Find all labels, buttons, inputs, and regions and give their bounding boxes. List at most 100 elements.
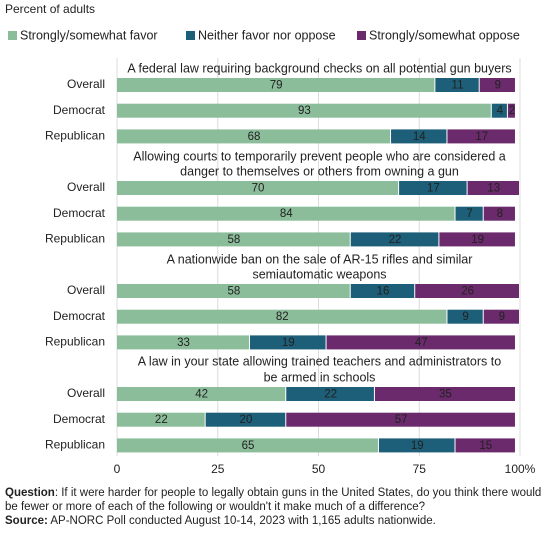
legend-swatch xyxy=(357,31,366,40)
bar-segment xyxy=(455,438,515,453)
value-label: 14 xyxy=(413,131,426,143)
bar-segment xyxy=(378,438,455,453)
source: AP-NORC Poll conducted August 10-14, 202… xyxy=(47,515,436,527)
y-category-label: Overall xyxy=(67,386,105,400)
value-label: 20 xyxy=(240,414,253,426)
value-label: 57 xyxy=(395,414,408,426)
value-label: 82 xyxy=(276,311,289,323)
bar-segment xyxy=(374,387,515,401)
bar-segment xyxy=(117,232,350,247)
bar-segment xyxy=(117,335,249,350)
bar-segment xyxy=(117,284,350,298)
value-label: 9 xyxy=(462,311,468,323)
bar-segment xyxy=(117,412,205,427)
value-label: 84 xyxy=(280,208,293,220)
bar-segment xyxy=(415,284,519,298)
value-label: 47 xyxy=(415,337,428,349)
source-label: Source: xyxy=(5,515,48,527)
y-category-label: Overall xyxy=(67,180,105,194)
bar-segment xyxy=(249,335,326,350)
value-label: 68 xyxy=(248,131,261,143)
bar-segment xyxy=(286,387,374,401)
bar-segment xyxy=(467,181,519,195)
value-label: 70 xyxy=(252,183,265,195)
question-label: Question xyxy=(5,487,55,499)
bar-segment xyxy=(205,412,286,427)
y-category-label: Republican xyxy=(45,335,105,349)
value-label: 22 xyxy=(389,234,402,246)
bar-segment xyxy=(117,129,391,144)
legend-swatch xyxy=(186,31,195,40)
panel-title: Allowing courts to temporarily prevent p… xyxy=(133,149,505,163)
value-label: 58 xyxy=(227,286,240,298)
y-category-label: Democrat xyxy=(53,206,106,220)
y-category-label: Democrat xyxy=(53,103,106,117)
bar-segment xyxy=(117,206,455,221)
y-category-label: Republican xyxy=(45,129,105,143)
bar-segment xyxy=(117,103,491,118)
value-label: 17 xyxy=(475,131,488,143)
legend-swatch xyxy=(8,31,17,40)
value-label: 9 xyxy=(499,311,505,323)
panel-title: A law in your state allowing trained tea… xyxy=(138,354,501,368)
value-label: 22 xyxy=(155,414,168,426)
y-category-label: Democrat xyxy=(53,309,106,323)
legend-label: Strongly/somewhat oppose xyxy=(369,28,520,42)
panel-title: danger to themselves or others from owni… xyxy=(180,164,459,178)
x-tick-label: 75 xyxy=(413,462,427,476)
value-label: 2 xyxy=(509,105,515,117)
bar-segment xyxy=(439,232,515,247)
legend-label: Neither favor nor oppose xyxy=(198,28,336,42)
chart: Percent of adults 0 25 50 75 100% Strongly/so… xyxy=(5,2,536,476)
value-label: 35 xyxy=(439,389,452,401)
value-label: 79 xyxy=(270,80,283,92)
bar-segment xyxy=(483,206,515,221)
bar-segment xyxy=(391,129,447,144)
value-label: 17 xyxy=(427,183,440,195)
bar-segment xyxy=(435,78,479,92)
x-tick-label: 25 xyxy=(211,462,225,476)
bar-segment xyxy=(117,438,378,453)
panel-title: be armed in schools xyxy=(264,370,376,384)
bar-segment xyxy=(479,78,515,92)
bar-segment xyxy=(483,309,519,324)
value-label: 26 xyxy=(461,286,474,298)
y-category-label: Republican xyxy=(45,232,105,246)
bar-segment xyxy=(455,206,483,221)
value-label: 16 xyxy=(377,286,390,298)
value-label: 22 xyxy=(324,389,337,401)
value-label: 19 xyxy=(411,440,424,452)
value-label: 65 xyxy=(242,440,255,452)
footnote: Question: If it were harder for people t… xyxy=(5,486,545,528)
bar-segment xyxy=(117,181,399,195)
value-label: 11 xyxy=(452,80,464,92)
legend-label: Strongly/somewhat favor xyxy=(20,28,158,42)
value-label: 42 xyxy=(195,389,208,401)
bar-segment xyxy=(399,181,467,195)
y-category-label: Republican xyxy=(45,438,105,452)
bar-segment xyxy=(117,387,286,401)
x-tick-label: 0 xyxy=(114,462,121,476)
value-label: 33 xyxy=(177,337,190,349)
value-label: 7 xyxy=(466,208,472,220)
value-label: 19 xyxy=(471,234,484,246)
value-label: 58 xyxy=(227,234,240,246)
bar-segment xyxy=(447,129,515,144)
bar-segment xyxy=(507,103,515,118)
bar-segment xyxy=(117,309,447,324)
value-label: 9 xyxy=(495,80,501,92)
value-label: 19 xyxy=(282,337,295,349)
bar-segment xyxy=(286,412,515,427)
value-label: 4 xyxy=(497,105,504,117)
y-category-label: Overall xyxy=(67,77,105,91)
bar-segment xyxy=(491,103,507,118)
panel-title: A nationwide ban on the sale of AR-15 ri… xyxy=(167,252,473,266)
bar-segment xyxy=(117,78,435,92)
x-tick-label: 50 xyxy=(312,462,326,476)
bar-segment xyxy=(350,284,415,298)
value-label: 13 xyxy=(487,183,500,195)
value-label: 8 xyxy=(497,208,503,220)
x-tick-label: 100% xyxy=(505,462,536,476)
bar-segment xyxy=(447,309,483,324)
